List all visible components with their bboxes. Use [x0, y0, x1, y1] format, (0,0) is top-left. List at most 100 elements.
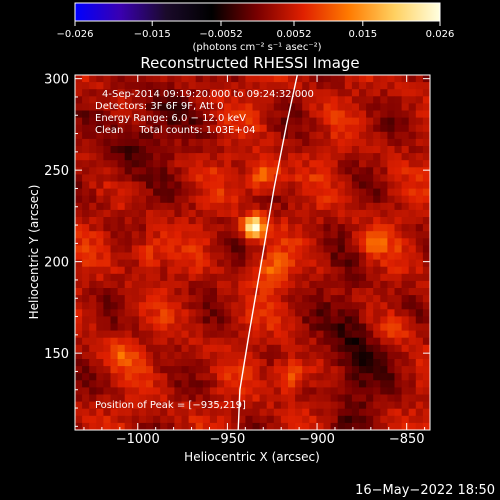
heatmap-cell [96, 323, 104, 331]
heatmap-cell [323, 217, 331, 225]
heatmap-cell [394, 188, 402, 197]
heatmap-cell [188, 131, 197, 140]
heatmap-cell [138, 359, 147, 367]
heatmap-cell [224, 224, 232, 232]
heatmap-cell [160, 174, 168, 182]
heatmap-cell [422, 373, 430, 381]
heatmap-cell [309, 202, 317, 211]
heatmap-cell [224, 209, 232, 218]
heatmap-cell [351, 344, 360, 353]
heatmap-cell [238, 209, 246, 218]
heatmap-cell [138, 302, 147, 310]
heatmap-cell [273, 110, 282, 118]
heatmap-cell [387, 231, 395, 239]
heatmap-cell [359, 387, 367, 395]
heatmap-cell [288, 209, 296, 218]
heatmap-cell [351, 195, 360, 204]
heatmap-cell [89, 96, 97, 104]
heatmap-cell [195, 351, 204, 360]
heatmap-cell [174, 288, 182, 296]
heatmap-cell [316, 295, 324, 303]
heatmap-cell [266, 337, 275, 346]
heatmap-cell [266, 75, 275, 83]
heatmap-cell [387, 351, 395, 360]
heatmap-cell [153, 110, 161, 118]
heatmap-cell [131, 422, 140, 430]
heatmap-cell [309, 167, 317, 175]
heatmap-cell [373, 252, 381, 260]
heatmap-cell [231, 295, 239, 303]
heatmap-cell [387, 224, 395, 232]
heatmap-cell [103, 323, 111, 331]
heatmap-cell [295, 224, 303, 232]
heatmap-cell [373, 295, 381, 303]
heatmap-cell [259, 89, 268, 97]
heatmap-cell [380, 366, 388, 374]
heatmap-cell [110, 295, 118, 303]
heatmap-cell [82, 422, 90, 430]
heatmap-cell [181, 217, 189, 225]
heatmap-cell [259, 160, 268, 168]
heatmap-cell [181, 209, 189, 218]
heatmap-cell [344, 351, 353, 360]
heatmap-cell [231, 110, 239, 118]
heatmap-cell [75, 82, 83, 90]
heatmap-cell [167, 181, 175, 189]
heatmap-cell [273, 344, 282, 353]
heatmap-cell [359, 117, 367, 126]
heatmap-cell [330, 252, 339, 260]
heatmap-cell [103, 344, 111, 353]
info-line-time: 4-Sep-2014 09:19:20.000 to 09:24:32.000 [102, 89, 314, 100]
heatmap-cell [373, 117, 381, 126]
heatmap-cell [131, 316, 140, 324]
heatmap-cell [366, 209, 374, 218]
heatmap-cell [316, 273, 324, 282]
heatmap-cell [202, 288, 211, 296]
heatmap-cell [103, 110, 111, 118]
heatmap-cell [217, 110, 225, 118]
heatmap-cell [401, 351, 410, 360]
heatmap-cell [394, 415, 402, 424]
heatmap-cell [295, 209, 303, 218]
heatmap-cell [259, 351, 268, 360]
heatmap-cell [295, 231, 303, 239]
heatmap-cell [75, 160, 83, 168]
heatmap-cell [82, 344, 90, 353]
heatmap-cell [415, 359, 424, 367]
heatmap-cell [202, 138, 211, 147]
heatmap-cell [401, 295, 410, 303]
heatmap-cell [167, 202, 175, 211]
heatmap-cell [401, 252, 410, 260]
heatmap-cell [209, 181, 218, 189]
heatmap-cell [302, 224, 310, 232]
heatmap-cell [415, 181, 424, 189]
heatmap-cell [309, 401, 317, 410]
heatmap-cell [195, 174, 204, 182]
heatmap-cell [131, 408, 140, 417]
heatmap-cell [195, 259, 204, 268]
heatmap-cell [209, 160, 218, 168]
heatmap-cell [302, 373, 310, 381]
heatmap-cell [245, 259, 253, 268]
heatmap-cell [188, 167, 197, 175]
heatmap-cell [174, 89, 182, 97]
heatmap-cell [280, 82, 289, 90]
heatmap-cell [82, 415, 90, 424]
heatmap-cell [316, 280, 324, 289]
heatmap-cell [280, 302, 289, 310]
heatmap-cell [273, 323, 282, 331]
heatmap-cell [266, 146, 275, 154]
heatmap-cell [82, 117, 90, 126]
heatmap-cell [252, 344, 260, 353]
heatmap-cell [323, 288, 331, 296]
heatmap-cell [380, 89, 388, 97]
heatmap-cell [302, 245, 310, 253]
heatmap-cell [337, 231, 346, 239]
heatmap-cell [146, 259, 154, 268]
heatmap-cell [316, 408, 324, 417]
heatmap-cell [153, 209, 161, 218]
heatmap-cell [181, 273, 189, 282]
heatmap-cell [273, 238, 282, 246]
heatmap-cell [344, 146, 353, 154]
heatmap-cell [359, 238, 367, 246]
